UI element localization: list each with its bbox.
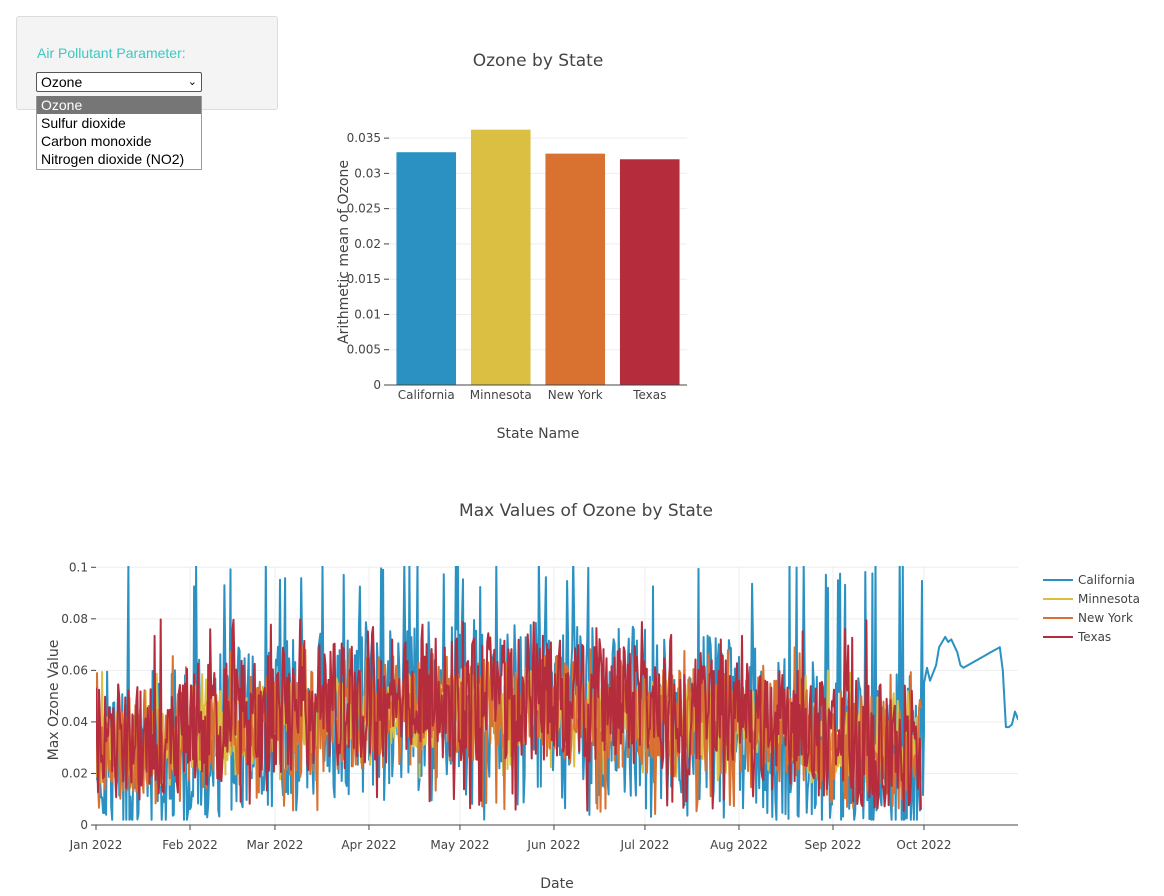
line-y-tick-label: 0.1 <box>69 560 88 574</box>
parameter-label: Air Pollutant Parameter: <box>37 45 186 61</box>
line-y-tick-label: 0.06 <box>61 663 88 677</box>
bar-y-tick-label: 0.035 <box>347 131 381 145</box>
legend-label-california[interactable]: California <box>1078 573 1135 587</box>
bar-y-axis-label: Arithmetic mean of Ozone <box>336 160 352 344</box>
bar-x-tick-label: California <box>398 388 455 402</box>
legend-label-texas[interactable]: Texas <box>1077 630 1111 644</box>
dropdown-option-ozone[interactable]: Ozone <box>37 96 201 114</box>
line-x-tick-label: Jan 2022 <box>69 838 123 852</box>
bar-new-york[interactable] <box>545 153 606 385</box>
bar-y-tick-label: 0 <box>373 378 381 392</box>
line-x-axis-label: Date <box>540 876 573 892</box>
dropdown-option-carbon-monoxide[interactable]: Carbon monoxide <box>41 133 152 149</box>
line-y-axis-label: Max Ozone Value <box>46 640 62 761</box>
line-x-tick-label: May 2022 <box>430 838 489 852</box>
line-x-tick-label: Sep 2022 <box>805 838 862 852</box>
bar-x-axis-label: State Name <box>497 426 580 442</box>
bar-california[interactable] <box>396 152 457 385</box>
bar-y-tick-label: 0.02 <box>354 237 381 251</box>
dropdown-option-sulfur-dioxide[interactable]: Sulfur dioxide <box>41 115 126 131</box>
line-y-tick-label: 0.04 <box>61 715 88 729</box>
line-x-tick-label: Mar 2022 <box>246 838 303 852</box>
bar-y-tick-label: 0.025 <box>347 202 381 216</box>
line-x-tick-label: Feb 2022 <box>162 838 218 852</box>
bar-y-tick-label: 0.03 <box>354 166 381 180</box>
bar-y-tick-label: 0.01 <box>354 307 381 321</box>
line-x-tick-label: Apr 2022 <box>341 838 396 852</box>
bar-chart-title: Ozone by State <box>473 51 604 71</box>
bar-x-tick-label: Texas <box>632 388 666 402</box>
line-y-tick-label: 0 <box>80 818 88 832</box>
chevron-down-icon: ⌄ <box>187 76 197 88</box>
parameter-select-value: Ozone <box>41 74 83 90</box>
line-x-tick-label: Oct 2022 <box>896 838 951 852</box>
line-chart-title: Max Values of Ozone by State <box>459 501 713 521</box>
parameter-dropdown-list[interactable]: Ozone Sulfur dioxide Carbon monoxide Nit… <box>36 96 202 170</box>
bar-x-tick-label: Minnesota <box>470 388 532 402</box>
line-x-tick-label: Jun 2022 <box>526 838 580 852</box>
parameter-select[interactable]: Ozone ⌄ <box>36 72 202 92</box>
parameter-panel: Air Pollutant Parameter: <box>16 16 278 110</box>
line-x-tick-label: Aug 2022 <box>710 838 768 852</box>
bar-y-tick-label: 0.015 <box>347 272 381 286</box>
line-y-tick-label: 0.02 <box>61 766 88 780</box>
line-y-tick-label: 0.08 <box>61 612 88 626</box>
bar-texas[interactable] <box>619 159 680 385</box>
line-series-texas[interactable] <box>96 618 922 812</box>
dropdown-option-nitrogen-dioxide[interactable]: Nitrogen dioxide (NO2) <box>41 151 185 167</box>
legend-label-minnesota[interactable]: Minnesota <box>1078 592 1140 606</box>
line-legend[interactable]: California Minnesota New York Texas <box>1043 573 1140 644</box>
legend-label-new-york[interactable]: New York <box>1078 611 1133 625</box>
line-x-tick-label: Jul 2022 <box>620 838 670 852</box>
bar-x-tick-label: New York <box>548 388 603 402</box>
bar-y-tick-label: 0.005 <box>347 343 381 357</box>
bar-minnesota[interactable] <box>470 129 531 385</box>
bar-chart: Ozone by State 0 0.005 0.01 0.015 0.02 0.025 0… <box>336 51 687 442</box>
